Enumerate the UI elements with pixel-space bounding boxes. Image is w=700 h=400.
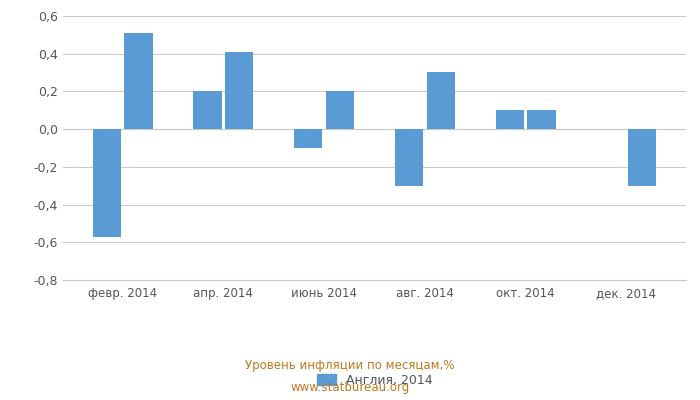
Bar: [326, 91, 354, 129]
Legend: Англия, 2014: Англия, 2014: [312, 369, 438, 392]
Bar: [496, 110, 524, 129]
Bar: [528, 110, 556, 129]
Bar: [294, 129, 322, 148]
Bar: [92, 129, 121, 236]
Text: www.statbureau.org: www.statbureau.org: [290, 382, 410, 394]
Bar: [427, 72, 455, 129]
Bar: [125, 33, 153, 129]
Bar: [628, 129, 657, 186]
Bar: [193, 91, 221, 129]
Bar: [395, 129, 423, 186]
Text: Уровень инфляции по месяцам,%: Уровень инфляции по месяцам,%: [245, 360, 455, 372]
Bar: [225, 52, 253, 129]
